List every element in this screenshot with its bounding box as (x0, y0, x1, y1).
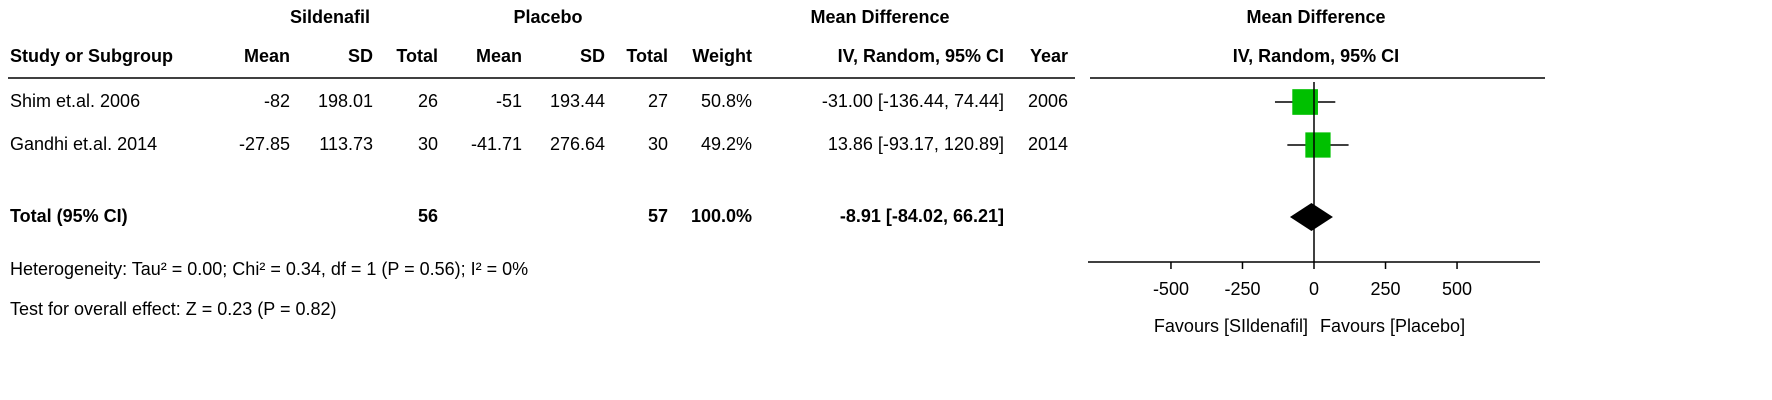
column-header: SD (348, 46, 373, 66)
column-header: SD (580, 46, 605, 66)
heterogeneity: Heterogeneity: Tau² = 0.00; Chi² = 0.34,… (10, 259, 528, 279)
favours-label: Favours [Placebo] (1320, 316, 1465, 336)
cell: -41.71 (471, 134, 522, 154)
cell: 2006 (1028, 91, 1068, 111)
cell: 27 (648, 91, 668, 111)
effect-header: Mean Difference (810, 7, 949, 27)
column-header: Year (1030, 46, 1068, 66)
x-tick-label: 250 (1370, 279, 1400, 299)
overall-effect: Test for overall effect: Z = 0.23 (P = 0… (10, 299, 337, 319)
cell: 49.2% (701, 134, 752, 154)
x-tick-label: -500 (1153, 279, 1189, 299)
cell: -31.00 [-136.44, 74.44] (822, 91, 1004, 111)
group-header: Placebo (513, 7, 582, 27)
column-header: Mean (476, 46, 522, 66)
study-name: Gandhi et.al. 2014 (10, 134, 157, 154)
total-cell: -8.91 [-84.02, 66.21] (840, 206, 1004, 226)
total-cell: 57 (648, 206, 668, 226)
column-header: Total (626, 46, 668, 66)
x-tick-label: 0 (1309, 279, 1319, 299)
study-name: Shim et.al. 2006 (10, 91, 140, 111)
weight-box (1305, 132, 1331, 158)
cell: 26 (418, 91, 438, 111)
plot-header: Mean Difference (1246, 7, 1385, 27)
favours-label: Favours [SIldenafil] (1154, 316, 1308, 336)
total-cell: 56 (418, 206, 438, 226)
cell: 30 (418, 134, 438, 154)
cell: 2014 (1028, 134, 1068, 154)
cell: -51 (496, 91, 522, 111)
total-cell: 100.0% (691, 206, 752, 226)
cell: -27.85 (239, 134, 290, 154)
column-header: IV, Random, 95% CI (838, 46, 1004, 66)
total-label: Total (95% CI) (10, 206, 128, 226)
pooled-diamond (1289, 203, 1333, 231)
cell: 30 (648, 134, 668, 154)
plot-header: IV, Random, 95% CI (1233, 46, 1399, 66)
cell: 50.8% (701, 91, 752, 111)
column-header: Weight (692, 46, 752, 66)
cell: -82 (264, 91, 290, 111)
cell: 13.86 [-93.17, 120.89] (828, 134, 1004, 154)
group-header: Sildenafil (290, 7, 370, 27)
cell: 113.73 (319, 134, 373, 154)
x-tick-label: 500 (1442, 279, 1472, 299)
cell: 193.44 (550, 91, 605, 111)
cell: 276.64 (550, 134, 605, 154)
column-header: Study or Subgroup (10, 46, 173, 66)
column-header: Mean (244, 46, 290, 66)
cell: 198.01 (318, 91, 373, 111)
x-tick-label: -250 (1224, 279, 1260, 299)
column-header: Total (396, 46, 438, 66)
